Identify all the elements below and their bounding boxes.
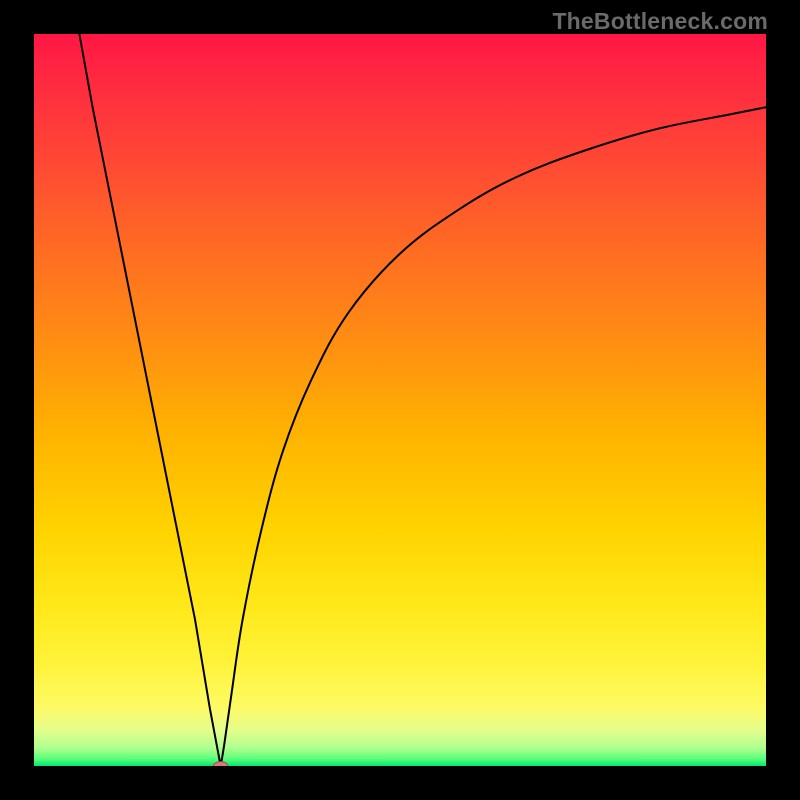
plot-background [34, 34, 766, 766]
attribution-label: TheBottleneck.com [552, 8, 768, 35]
plot-svg [34, 34, 766, 766]
chart-container: TheBottleneck.com [0, 0, 800, 800]
plot-area [34, 34, 766, 766]
